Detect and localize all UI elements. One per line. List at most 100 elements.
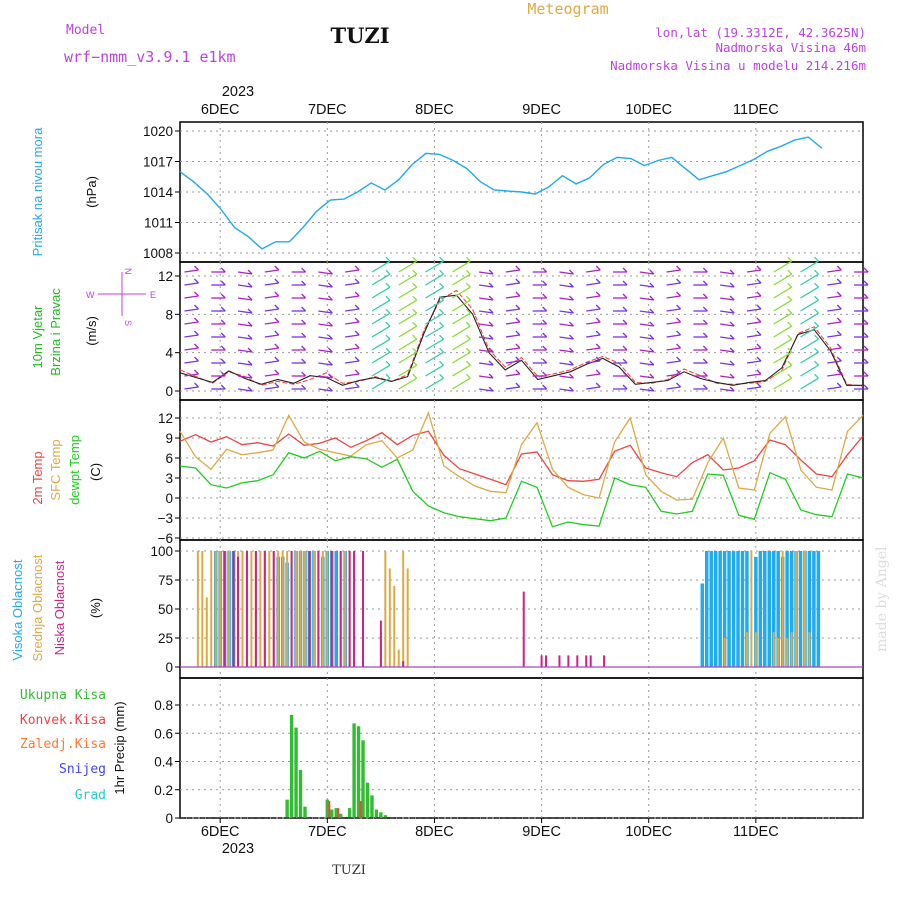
y-tick-label: 1011 <box>144 216 173 231</box>
high-cloud-bar <box>745 551 749 667</box>
wind-barb-flag <box>220 345 226 351</box>
wind-barb-flag <box>649 386 655 392</box>
low-cloud-bar <box>290 551 293 667</box>
wind-barb-flag <box>814 295 819 301</box>
wind-barb-flag <box>465 347 471 353</box>
wind-barb-flag <box>676 382 682 388</box>
wind-barb <box>184 347 199 351</box>
wind-barb <box>237 271 253 275</box>
compass-west: W <box>86 290 95 300</box>
wind-barb <box>586 295 601 299</box>
wind-barb-flag <box>194 317 199 323</box>
wind-barb <box>318 336 333 340</box>
wind-barb-flag <box>542 332 548 338</box>
wind-barb <box>639 323 654 327</box>
wind-barb-flag <box>756 291 762 297</box>
wind-barb-flag <box>622 345 628 351</box>
wind-barb <box>264 282 279 286</box>
wind-barb <box>184 269 199 273</box>
wind-barb <box>639 336 654 340</box>
wind-barb-flag <box>194 369 199 375</box>
wind-barb <box>559 310 574 314</box>
wind-barb-flag <box>465 256 471 262</box>
low-cloud-bar <box>362 551 365 667</box>
wind-barb <box>773 364 793 377</box>
wind-barb-flag <box>465 373 471 379</box>
wind-barb-flag <box>354 369 360 375</box>
y-tick-label: 4 <box>165 346 173 361</box>
bottom-day-label: 10DEC <box>625 824 672 840</box>
wind-barb-flag <box>385 295 391 301</box>
wind-barb-flag <box>787 256 793 262</box>
wind-barb-flag <box>863 293 869 299</box>
wind-barb-flag <box>595 356 601 362</box>
legend-freezing-rain: Zaledj.Kisa <box>20 737 106 752</box>
wind-barb-flag <box>354 382 360 388</box>
wind-barb <box>505 282 520 286</box>
wind-barb <box>371 377 391 390</box>
wind-barb <box>746 373 762 377</box>
wind-barb-flag <box>515 291 521 297</box>
wind-barb-flag <box>787 373 793 379</box>
wind-barb-flag <box>836 382 842 388</box>
top-day-label: 11DEC <box>733 102 779 118</box>
wind-barb <box>720 297 735 301</box>
mid-cloud-bar <box>406 568 409 667</box>
wind-barb-flag <box>327 347 333 353</box>
high-cloud-bar <box>727 551 731 667</box>
wind-barb-flag <box>327 373 333 379</box>
mid-cloud-bar <box>344 551 347 667</box>
wind-barb-flag <box>488 360 494 366</box>
wind-barb-flag <box>327 386 333 392</box>
wind-barb-flag <box>814 269 819 275</box>
wind-barb <box>451 299 471 312</box>
wind-barb-flag <box>542 280 548 286</box>
low-cloud-bar <box>522 591 525 667</box>
wind-barb-flag <box>439 373 444 379</box>
wind-barb <box>237 297 253 301</box>
wind-barb-flag <box>488 347 494 353</box>
wind-barb-flag <box>542 371 548 377</box>
wind-barb-flag <box>814 321 819 327</box>
total-rain-bar <box>289 714 294 818</box>
wind-barb-flag <box>220 332 226 338</box>
model-label: Model <box>66 23 105 38</box>
wind-barb-flag <box>194 304 199 310</box>
wind-barb-flag <box>756 317 762 323</box>
wind-barb <box>800 312 819 325</box>
wind-barb <box>237 284 253 288</box>
wind-barb <box>800 325 819 338</box>
wind-barb-flag <box>439 282 444 288</box>
wind-barb <box>478 271 494 275</box>
wind-barb-flag <box>220 358 226 364</box>
wind-barb-flag <box>568 321 574 327</box>
y-tick-label: 0.2 <box>154 783 173 798</box>
wind-barb <box>666 334 681 338</box>
wind-barb-flag <box>595 369 601 375</box>
low-cloud-bar <box>545 655 548 667</box>
wind-barb <box>318 323 333 327</box>
temperature-panel <box>179 399 864 541</box>
wind-barb-flag <box>649 295 655 301</box>
wind-barb <box>398 325 418 338</box>
mid-cloud-bar <box>777 638 780 667</box>
temp2m-label: 2m Temp <box>30 451 45 504</box>
wind-barb <box>800 377 819 390</box>
wind-barb-flag <box>863 306 869 312</box>
wind-barb-flag <box>274 291 280 297</box>
mid-cloud-bar <box>754 632 757 667</box>
wind-barb <box>505 373 520 377</box>
high-cloud-bar <box>812 551 816 667</box>
wind-title: 10m Vjetar <box>30 305 45 369</box>
wind-barb <box>827 282 842 286</box>
wind-barb <box>184 334 199 338</box>
wind-barb-flag <box>595 343 601 349</box>
wind-barb-flag <box>412 347 418 353</box>
wind-barb-flag <box>247 282 253 288</box>
wind-barb <box>425 364 444 377</box>
wind-barb <box>398 299 418 312</box>
wind-barb <box>746 334 762 338</box>
wind-barb-flag <box>412 373 418 379</box>
wind-barb-flag <box>836 304 842 310</box>
wind-barb-flag <box>354 291 360 297</box>
